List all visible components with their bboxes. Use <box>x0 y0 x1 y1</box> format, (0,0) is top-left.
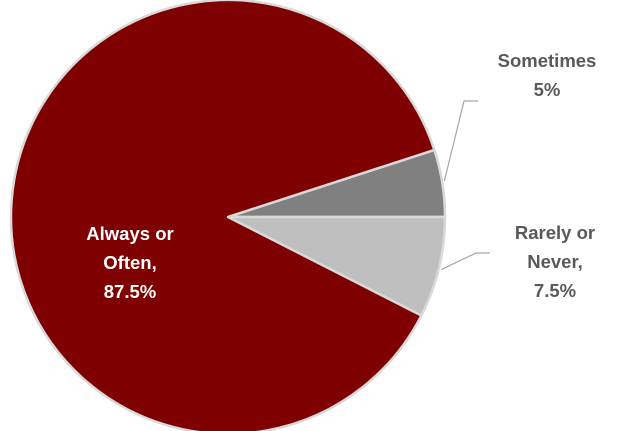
label-rarely-never: Rarely or Never, 7.5% <box>515 222 595 301</box>
slice-always-often <box>9 0 436 431</box>
label-sometimes: Sometimes 5% <box>498 50 597 100</box>
label-always-often: Always or Often, 87.5% <box>86 223 173 302</box>
leader-line-rarely-never <box>440 252 490 271</box>
slice-rarely-never <box>226 215 447 317</box>
leader-line-sometimes <box>443 100 478 182</box>
